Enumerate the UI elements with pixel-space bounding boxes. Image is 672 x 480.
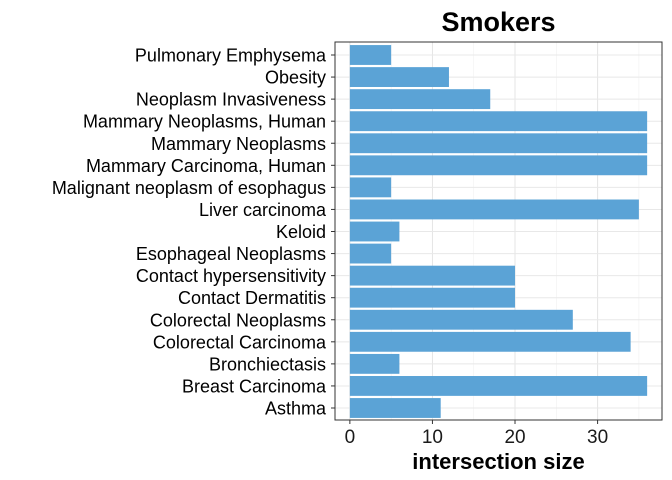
y-tick-label: Neoplasm Invasiveness xyxy=(136,90,326,110)
y-tick-label: Esophageal Neoplasms xyxy=(136,244,326,264)
x-tick-label: 20 xyxy=(504,427,525,448)
y-tick-label: Asthma xyxy=(265,399,327,419)
bar xyxy=(349,177,392,198)
bar xyxy=(349,221,400,242)
bar xyxy=(349,265,516,286)
bar xyxy=(349,243,392,264)
x-tick-label: 30 xyxy=(587,427,608,448)
x-axis-label: intersection size xyxy=(412,449,584,474)
bar xyxy=(349,309,573,330)
y-tick-label: Mammary Neoplasms xyxy=(151,134,326,154)
bar xyxy=(349,155,648,176)
bar-layer xyxy=(349,45,648,418)
y-tick-label: Contact Dermatitis xyxy=(178,288,326,308)
bar xyxy=(349,89,491,110)
bar xyxy=(349,67,449,87)
y-tick-label: Malignant neoplasm of esophagus xyxy=(52,178,326,198)
bar xyxy=(349,199,639,220)
x-tick-label: 0 xyxy=(345,427,356,448)
y-tick-label: Colorectal Carcinoma xyxy=(153,332,327,352)
y-tick-label: Liver carcinoma xyxy=(199,200,327,220)
bar xyxy=(349,45,392,65)
y-tick-label: Mammary Neoplasms, Human xyxy=(83,112,326,132)
y-tick-label: Keloid xyxy=(276,222,326,242)
y-tick-label: Breast Carcinoma xyxy=(182,376,327,396)
y-tick-label: Contact hypersensitivity xyxy=(136,266,326,286)
bar xyxy=(349,133,648,154)
bar xyxy=(349,287,516,308)
bar xyxy=(349,376,648,396)
y-tick-label: Bronchiectasis xyxy=(209,354,326,374)
bar xyxy=(349,111,648,132)
y-tick-label: Mammary Carcinoma, Human xyxy=(86,156,326,176)
bar xyxy=(349,398,441,418)
y-tick-label: Pulmonary Emphysema xyxy=(135,46,327,66)
x-tick-labels: 0 10 20 30 xyxy=(345,420,608,448)
x-tick-label: 10 xyxy=(422,427,443,448)
bar xyxy=(349,353,400,374)
bar xyxy=(349,331,631,352)
chart-title: Smokers xyxy=(441,7,555,37)
y-tick-label: Colorectal Neoplasms xyxy=(150,310,326,330)
y-tick-label: Obesity xyxy=(265,68,326,88)
